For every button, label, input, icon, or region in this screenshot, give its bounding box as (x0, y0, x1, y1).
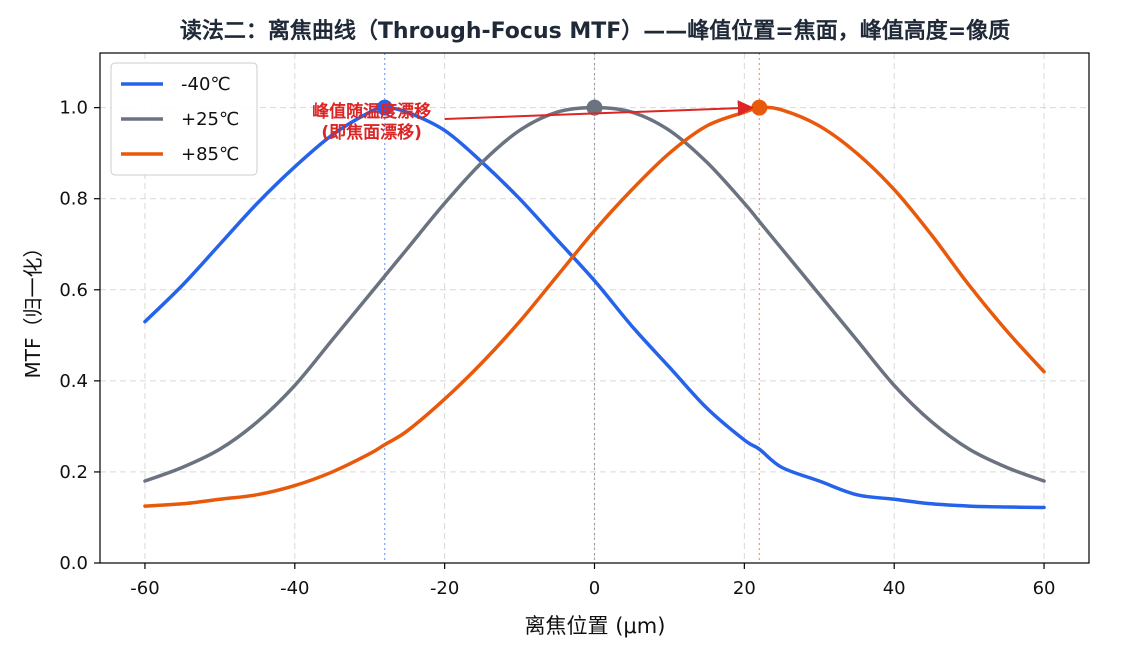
legend: -40℃ +25℃ +85℃ (110, 62, 258, 176)
x-tick-label: -20 (430, 578, 459, 599)
legend-label-pos25: +25℃ (181, 109, 239, 130)
x-tick-label: -40 (280, 578, 309, 599)
legend-label-neg40: -40℃ (181, 74, 231, 95)
x-tick-label: 0 (589, 578, 600, 599)
series-line-0 (143, 105, 1046, 510)
y-tick-label: 0.2 (59, 462, 88, 483)
legend-label-pos85: +85℃ (181, 144, 239, 165)
annotation-text-line-1: 峰值随温度漂移 (312, 101, 431, 122)
peak-marker-2 (751, 99, 768, 116)
annotation-layer: 峰值随温度漂移 (即焦面漂移) (312, 100, 754, 143)
chart-title: 读法二：离焦曲线（Through-Focus MTF）——峰值位置=焦面，峰值高… (180, 18, 1010, 44)
peak-marker-1 (586, 99, 603, 116)
y-tick-label: 1.0 (59, 98, 88, 119)
y-axis-ticks: 0.0 0.2 0.4 0.6 0.8 1.0 (59, 98, 100, 574)
annotation-text-line-2: (即焦面漂移) (321, 122, 422, 143)
x-axis-label: 离焦位置 (μm) (525, 614, 666, 638)
peak-marker-0 (376, 99, 393, 116)
y-axis-label: MTF（归一化） (21, 238, 45, 379)
y-tick-label: 0.8 (59, 189, 88, 210)
x-tick-label: 60 (1033, 578, 1056, 599)
legend-box (110, 62, 258, 176)
y-tick-label: 0.6 (59, 280, 88, 301)
y-tick-label: 0.0 (59, 553, 88, 574)
annotation-arrow (444, 100, 754, 121)
series-line-2 (143, 105, 1046, 508)
peak-markers (376, 99, 768, 116)
y-tick-label: 0.4 (59, 371, 88, 392)
x-tick-label: 40 (883, 578, 906, 599)
peak-guides (384, 53, 760, 563)
x-tick-label: 20 (733, 578, 756, 599)
x-axis-ticks: -60 -40 -20 0 20 40 60 (130, 563, 1055, 599)
x-tick-label: -60 (130, 578, 159, 599)
